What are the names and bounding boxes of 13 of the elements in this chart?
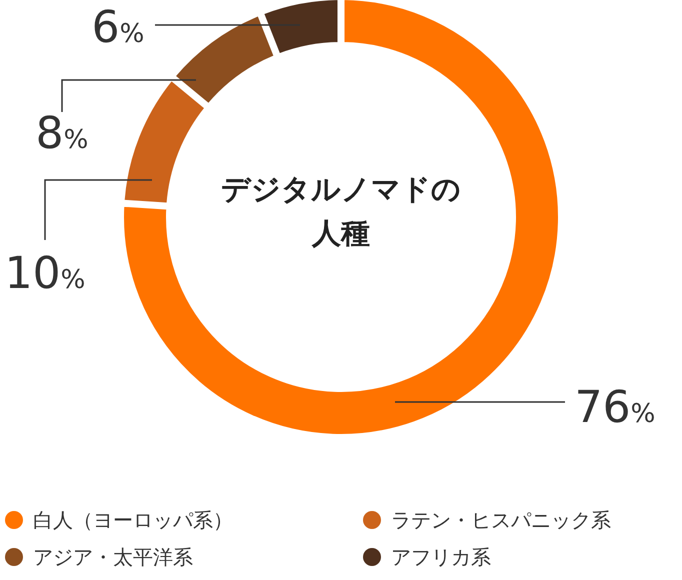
data-label: 8% — [36, 108, 88, 159]
text: デジタルノマドの人種 — [221, 172, 461, 250]
donut-slice — [174, 14, 276, 106]
data-label: 6% — [92, 2, 144, 53]
data-label: 10% — [4, 248, 86, 299]
legend-label: アフリカ系 — [391, 545, 491, 569]
legend-label: 白人（ヨーロッパ系） — [33, 508, 233, 532]
donut-slice — [262, 0, 340, 56]
data-label: 76% — [574, 382, 656, 433]
donut-slice — [122, 0, 560, 436]
legend-label: ラテン・ヒスパニック系 — [391, 508, 611, 532]
legend-label: アジア・太平洋系 — [33, 545, 193, 569]
donut-slice — [122, 78, 206, 205]
